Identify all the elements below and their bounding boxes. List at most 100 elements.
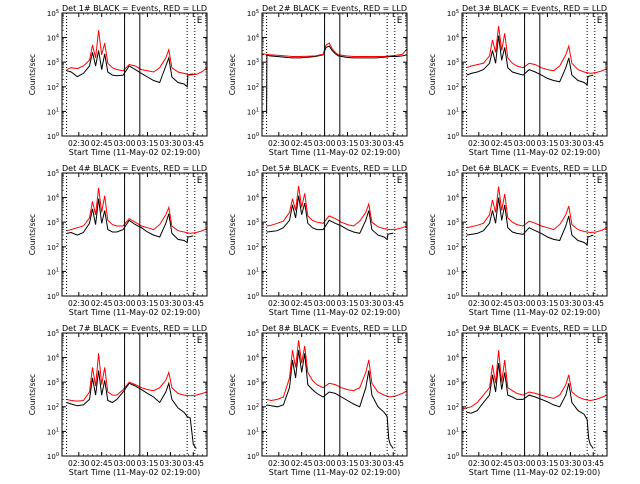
x-tick-label: 02:45 (491, 459, 513, 468)
marker-glyph: E (197, 176, 203, 186)
x-tick-label: 03:00 (314, 299, 336, 308)
x-tick-label: 03:00 (114, 459, 136, 468)
x-tick-label: 02:30 (468, 299, 490, 308)
y-tick-label: 101 (447, 267, 459, 276)
y-tick-label: 102 (47, 83, 59, 92)
x-tick-label: 03:30 (160, 459, 182, 468)
y-axis-label: Counts/sec (228, 54, 237, 95)
x-axis-label: Start Time (11-May-02 02:19:00) (69, 148, 200, 157)
x-tick-label: 03:00 (314, 139, 336, 148)
y-axis-label: Counts/sec (228, 214, 237, 255)
y-tick-label: 104 (447, 194, 459, 203)
lld-series-line (261, 42, 408, 57)
x-axis-label: Start Time (11-May-02 02:19:00) (469, 468, 600, 477)
panel-title: Det 4# BLACK = Events, RED = LLD (62, 164, 207, 173)
panel-title: Det 7# BLACK = Events, RED = LLD (62, 324, 207, 333)
panel-title: Det 6# BLACK = Events, RED = LLD (462, 164, 607, 173)
x-tick-label: 03:00 (514, 459, 536, 468)
plot-frame (461, 332, 608, 457)
x-tick-label: 03:45 (582, 299, 604, 308)
x-tick-label: 03:15 (537, 459, 559, 468)
y-tick-label: 103 (247, 218, 259, 227)
y-tick-label: 101 (447, 107, 459, 116)
x-tick-label: 03:45 (582, 459, 604, 468)
events-series-line (266, 45, 408, 114)
panel-title: Det 3# BLACK = Events, RED = LLD (462, 4, 607, 13)
y-tick-label: 103 (447, 58, 459, 67)
plot-frame (461, 172, 608, 297)
y-tick-label: 103 (47, 378, 59, 387)
x-tick-label: 03:45 (182, 139, 204, 148)
x-tick-label: 02:45 (491, 139, 513, 148)
marker-glyph: E (197, 336, 203, 346)
x-tick-label: 03:15 (137, 139, 159, 148)
x-tick-label: 03:30 (560, 459, 582, 468)
y-tick-label: 101 (247, 267, 259, 276)
plot-frame (261, 172, 408, 297)
x-tick-label: 03:45 (382, 139, 404, 148)
y-axis-label: Counts/sec (428, 214, 437, 255)
y-axis-label: Counts/sec (28, 374, 37, 415)
x-tick-label: 02:45 (291, 299, 313, 308)
y-axis-label: Counts/sec (28, 54, 37, 95)
y-axis-label: Counts/sec (428, 54, 437, 95)
y-tick-label: 104 (247, 194, 259, 203)
x-tick-label: 03:15 (537, 299, 559, 308)
y-tick-label: 102 (247, 403, 259, 412)
lld-series-line (66, 187, 208, 234)
events-series-line (66, 370, 197, 449)
y-tick-label: 104 (47, 354, 59, 363)
plot-frame (261, 332, 408, 457)
panel-title: Det 2# BLACK = Events, RED = LLD (262, 4, 407, 13)
y-tick-label: 104 (47, 194, 59, 203)
x-tick-label: 03:45 (182, 459, 204, 468)
events-series-line (466, 363, 594, 449)
y-tick-label: 102 (247, 83, 259, 92)
y-tick-label: 103 (447, 218, 459, 227)
y-tick-label: 103 (47, 58, 59, 67)
x-tick-label: 03:15 (137, 459, 159, 468)
y-tick-label: 104 (47, 34, 59, 43)
lld-series-line (466, 186, 608, 234)
x-tick-label: 03:00 (514, 139, 536, 148)
lld-series-line (266, 340, 408, 402)
x-tick-label: 03:00 (114, 139, 136, 148)
y-tick-label: 102 (247, 243, 259, 252)
y-tick-label: 101 (247, 427, 259, 436)
plot-frame (261, 12, 408, 137)
x-axis-label: Start Time (11-May-02 02:19:00) (69, 468, 200, 477)
x-tick-label: 03:45 (382, 299, 404, 308)
x-tick-label: 03:45 (382, 459, 404, 468)
y-tick-label: 104 (447, 354, 459, 363)
y-axis-label: Counts/sec (428, 374, 437, 415)
x-tick-label: 03:00 (514, 299, 536, 308)
y-tick-label: 100 (47, 132, 59, 141)
y-axis-label: Counts/sec (228, 374, 237, 415)
y-tick-label: 100 (447, 292, 459, 301)
x-tick-label: 02:30 (68, 139, 90, 148)
marker-glyph: E (397, 16, 403, 26)
events-series-line (466, 35, 594, 86)
x-tick-label: 02:45 (491, 299, 513, 308)
panel-title: Det 1# BLACK = Events, RED = LLD (62, 4, 207, 13)
lld-series-line (461, 350, 608, 410)
x-tick-label: 03:30 (360, 459, 382, 468)
y-tick-label: 102 (447, 403, 459, 412)
events-series-line (266, 195, 394, 241)
marker-glyph: E (597, 176, 603, 186)
y-tick-label: 100 (247, 292, 259, 301)
y-tick-label: 100 (447, 132, 459, 141)
x-tick-label: 03:15 (337, 139, 359, 148)
x-tick-label: 02:30 (268, 299, 290, 308)
marker-glyph: E (397, 336, 403, 346)
y-tick-label: 105 (447, 329, 459, 338)
plot-frame (61, 172, 208, 297)
x-axis-label: Start Time (11-May-02 02:19:00) (69, 308, 200, 317)
x-tick-label: 03:30 (560, 299, 582, 308)
x-tick-label: 02:30 (268, 459, 290, 468)
panel-title: Det 5# BLACK = Events, RED = LLD (262, 164, 407, 173)
y-tick-label: 105 (47, 169, 59, 178)
